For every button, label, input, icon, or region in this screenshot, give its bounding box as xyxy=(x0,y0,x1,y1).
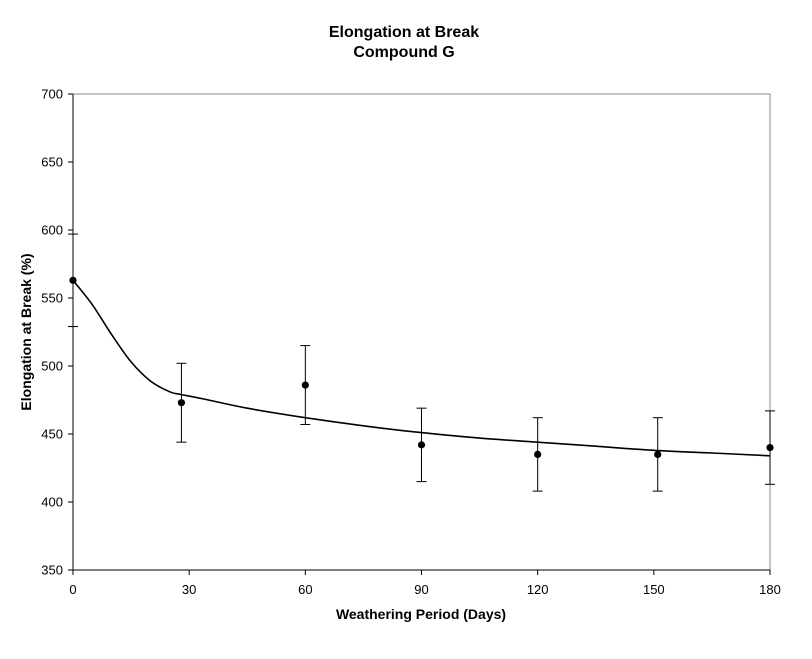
x-axis: 0 30 60 90 120 150 180 xyxy=(69,569,781,597)
data-point xyxy=(301,381,309,389)
chart-title: Elongation at Break xyxy=(329,24,479,41)
data-point xyxy=(766,444,774,452)
y-tick-label: 450 xyxy=(41,427,63,442)
y-tick-label: 400 xyxy=(41,495,63,510)
y-tick-label: 650 xyxy=(41,155,63,170)
x-tick-label: 30 xyxy=(182,582,196,597)
data-point xyxy=(177,399,186,407)
y-axis: 350 400 450 500 550 600 650 700 xyxy=(41,87,74,578)
data-point xyxy=(654,450,662,458)
x-axis-title: Weathering Period (Days) xyxy=(336,606,506,622)
x-tick-label: 60 xyxy=(298,582,312,597)
data-point xyxy=(69,276,77,284)
y-tick-label: 350 xyxy=(41,563,63,578)
x-tick-label: 180 xyxy=(759,582,781,597)
data-point xyxy=(417,441,426,449)
x-tick-label: 0 xyxy=(69,582,76,597)
error-bars xyxy=(68,233,775,492)
x-tick-label: 150 xyxy=(643,582,665,597)
x-tick-label: 90 xyxy=(414,582,428,597)
y-tick-label: 500 xyxy=(41,359,63,374)
y-tick-label: 600 xyxy=(41,223,63,238)
trend-line xyxy=(72,279,771,457)
chart-subtitle: Compound G xyxy=(353,44,454,61)
data-point xyxy=(534,450,542,458)
y-axis-title: Elongation at Break (%) xyxy=(18,253,34,410)
y-tick-label: 700 xyxy=(41,87,63,102)
y-tick-label: 550 xyxy=(41,291,63,306)
data-points xyxy=(69,276,774,458)
plot-area xyxy=(72,93,771,571)
x-tick-label: 120 xyxy=(527,582,549,597)
